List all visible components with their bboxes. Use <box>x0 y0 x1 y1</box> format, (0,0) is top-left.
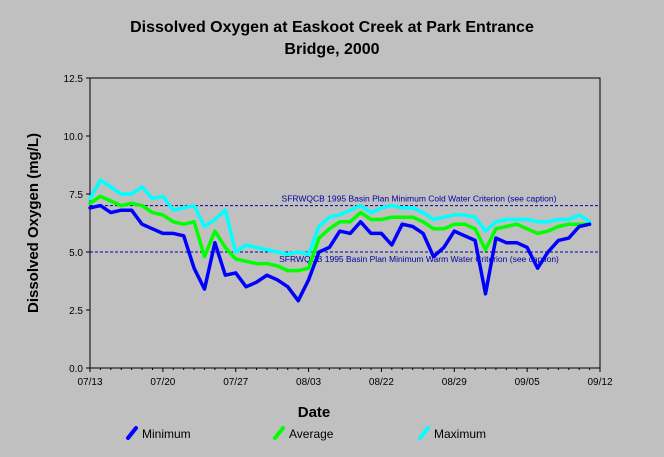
x-axis: 07/13 07/20 07/27 08/03 08/22 08/29 09/05 09/12 <box>77 368 613 388</box>
y-axis-title: Dissolved Oxygen (mg/L) <box>25 133 42 313</box>
reference-line-label: SFRWQCB 1995 Basin Plan Minimum Cold Wat… <box>282 194 557 204</box>
x-axis-title: Date <box>298 404 331 421</box>
y-tick-label: 7.5 <box>69 190 83 201</box>
reference-line-label: SFRWQCB 1995 Basin Plan Minimum Warm Wat… <box>279 254 559 264</box>
legend-label: Average <box>289 427 334 441</box>
reference-lines: SFRWQCB 1995 Basin Plan Minimum Cold Wat… <box>90 194 600 264</box>
x-tick-label: 08/22 <box>369 377 394 388</box>
series-lines <box>88 178 592 303</box>
x-tick-label: 09/05 <box>515 377 540 388</box>
y-tick-label: 0.0 <box>69 364 83 375</box>
chart-title-line2: Bridge, 2000 <box>284 41 379 58</box>
y-tick-label: 10.0 <box>64 132 84 143</box>
x-tick-label: 08/03 <box>296 377 321 388</box>
x-tick-label: 09/12 <box>587 377 612 388</box>
series-line-average <box>88 194 592 273</box>
x-tick-label: 08/29 <box>442 377 467 388</box>
legend: Minimum Average Maximum <box>126 426 486 441</box>
plot-area: SFRWQCB 1995 Basin Plan Minimum Cold Wat… <box>64 74 613 388</box>
legend-label: Maximum <box>434 427 486 441</box>
x-tick-label: 07/20 <box>150 377 175 388</box>
legend-label: Minimum <box>142 427 191 441</box>
legend-swatch <box>273 426 285 440</box>
legend-swatch <box>126 426 138 440</box>
y-tick-label: 12.5 <box>64 74 84 85</box>
x-tick-label: 07/27 <box>223 377 248 388</box>
y-tick-label: 2.5 <box>69 306 83 317</box>
x-tick-label: 07/13 <box>77 377 102 388</box>
series-line-maximum <box>88 178 592 257</box>
series-line-minimum <box>88 203 592 303</box>
y-axis: 0.0 2.5 5.0 7.5 10.0 12.5 <box>64 74 90 375</box>
chart-title-line1: Dissolved Oxygen at Easkoot Creek at Par… <box>130 19 534 36</box>
legend-swatch <box>418 426 430 440</box>
y-tick-label: 5.0 <box>69 248 83 259</box>
